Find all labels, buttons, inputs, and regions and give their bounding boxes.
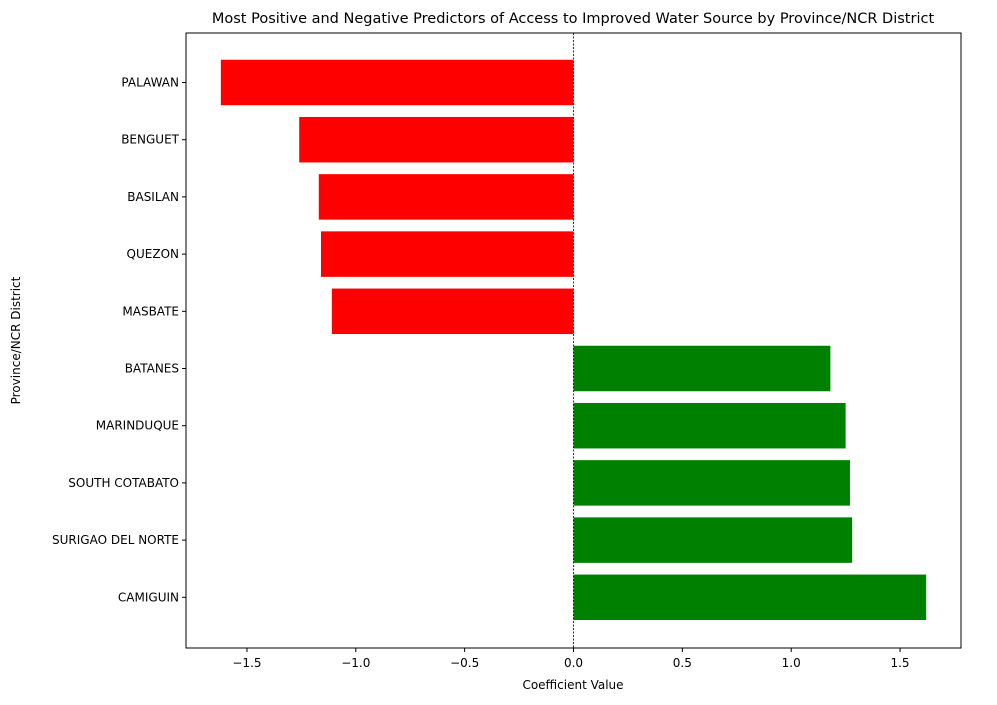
bar-palawan: [220, 59, 574, 106]
chart-title: Most Positive and Negative Predictors of…: [212, 11, 935, 27]
y-tick-label: BENGUET: [121, 133, 179, 147]
y-tick-label: QUEZON: [127, 247, 179, 261]
bar-benguet: [299, 116, 574, 163]
bar-basilan: [318, 174, 574, 220]
x-tick-label: 0.5: [673, 656, 692, 670]
y-tick-label: MARINDUQUE: [96, 419, 179, 433]
y-tick-label: CAMIGUIN: [118, 590, 179, 604]
y-tick-label: SURIGAO DEL NORTE: [52, 533, 179, 547]
y-tick-label: SOUTH COTABATO: [68, 476, 179, 490]
bar-masbate: [331, 288, 574, 335]
bar-surigao-del-norte: [573, 517, 853, 563]
bar-batanes: [573, 345, 831, 392]
x-axis: −1.5 −1.0 −0.5 0.0 0.5 1.0 1.5: [232, 648, 910, 670]
bar-marinduque: [573, 402, 846, 449]
y-axis-label: Province/NCR District: [9, 276, 23, 404]
plot-frame: [185, 32, 962, 649]
x-tick-label: 1.5: [890, 656, 909, 670]
y-axis: PALAWAN BENGUET BASILAN QUEZON MASBATE BATANE…: [52, 76, 186, 604]
bar-south-cotabato: [573, 460, 850, 506]
x-tick-label: 1.0: [782, 656, 801, 670]
x-axis-label: Coefficient Value: [522, 678, 623, 692]
bar-quezon: [320, 231, 574, 277]
y-tick-label: PALAWAN: [121, 76, 179, 90]
x-tick-label: 0.0: [564, 656, 583, 670]
bars-layer: [220, 59, 927, 621]
x-tick-label: −1.5: [232, 656, 261, 670]
y-tick-label: BATANES: [125, 362, 179, 376]
x-tick-label: −0.5: [450, 656, 479, 670]
y-tick-label: BASILAN: [127, 190, 179, 204]
x-tick-label: −1.0: [341, 656, 370, 670]
bar-camiguin: [573, 574, 927, 621]
y-tick-label: MASBATE: [122, 304, 179, 318]
